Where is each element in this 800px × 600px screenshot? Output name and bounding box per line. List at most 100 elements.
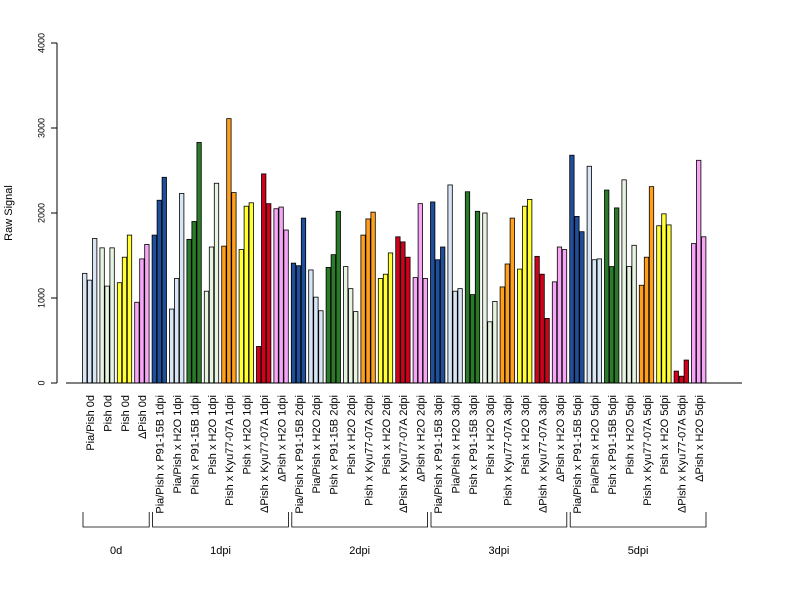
bar bbox=[405, 256, 411, 384]
bar bbox=[290, 262, 297, 384]
group-bracket bbox=[152, 512, 289, 528]
bar bbox=[377, 278, 384, 384]
bar bbox=[238, 249, 244, 384]
bar bbox=[457, 288, 463, 384]
bar bbox=[300, 217, 307, 384]
bar bbox=[499, 286, 505, 384]
bar bbox=[191, 221, 197, 384]
bar bbox=[631, 244, 637, 384]
bar bbox=[365, 218, 371, 384]
y-axis: 0 1000 2000 3000 4000 bbox=[36, 33, 58, 386]
bar bbox=[579, 231, 585, 384]
bar bbox=[417, 203, 423, 384]
bar bbox=[104, 285, 110, 384]
bar bbox=[701, 236, 707, 384]
group-bracket bbox=[82, 512, 150, 528]
bar bbox=[614, 207, 620, 384]
bar bbox=[574, 215, 580, 384]
bar bbox=[387, 252, 394, 384]
bar bbox=[196, 142, 202, 384]
bar bbox=[174, 278, 180, 384]
y-axis-label: Raw Signal bbox=[3, 185, 15, 241]
group-brackets: 0d 1dpi 2dpi 3dpi 5dpi bbox=[82, 512, 707, 557]
bar bbox=[213, 182, 220, 384]
bar bbox=[400, 241, 406, 384]
bar bbox=[638, 284, 645, 384]
bar bbox=[648, 186, 655, 384]
bar bbox=[231, 192, 237, 384]
bar bbox=[487, 321, 493, 384]
bar bbox=[92, 238, 98, 384]
x-tick-label: ΔPish 0d bbox=[137, 395, 149, 439]
bar bbox=[203, 290, 210, 384]
bar bbox=[504, 263, 510, 384]
x-tick-label: Pish x P91-15B 3dpi bbox=[468, 395, 480, 495]
bar bbox=[509, 217, 515, 384]
bar bbox=[308, 269, 314, 384]
bar bbox=[435, 259, 441, 384]
bar bbox=[440, 246, 446, 384]
bar bbox=[261, 173, 267, 384]
x-tick-labels: Pia/Pish 0d Pish 0d Pish 0d ΔPish 0d Pia/Pis… bbox=[85, 395, 706, 514]
bar bbox=[87, 279, 93, 384]
x-tick-label: Pia/Pish x H2O 5dpi bbox=[590, 395, 602, 493]
bar bbox=[551, 281, 558, 384]
x-tick-label: Pish x Kyu77-07A 2dpi bbox=[363, 395, 375, 506]
bar bbox=[126, 234, 133, 384]
bar bbox=[691, 243, 697, 384]
bar bbox=[609, 266, 615, 384]
bar bbox=[348, 288, 354, 384]
x-tick-label: Pish x P91-15B 2dpi bbox=[329, 395, 341, 495]
bar bbox=[109, 247, 115, 384]
x-tick-label: Pia/Pish x P91-15B 2dpi bbox=[294, 395, 306, 514]
bar bbox=[492, 300, 498, 384]
bar bbox=[99, 247, 105, 384]
bar bbox=[283, 229, 289, 384]
bar bbox=[134, 301, 140, 384]
x-tick-label: Pish 0d bbox=[102, 395, 114, 432]
bar bbox=[696, 159, 702, 384]
bar bbox=[353, 311, 359, 384]
x-tick-label: Pish x P91-15B 5dpi bbox=[607, 395, 619, 495]
bar bbox=[517, 268, 523, 384]
bar bbox=[452, 290, 458, 384]
x-tick-label: Pia/Pish x H2O 1dpi bbox=[172, 395, 184, 493]
group-bracket bbox=[430, 512, 568, 528]
x-tick-label: Pish x H2O 2dpi bbox=[381, 395, 393, 474]
bar bbox=[313, 296, 319, 384]
bar bbox=[656, 225, 662, 384]
bar bbox=[539, 273, 545, 384]
y-tick-label: 4000 bbox=[36, 33, 46, 53]
x-tick-label: Pish x Kyu77-07A 5dpi bbox=[642, 395, 654, 506]
group-label: 3dpi bbox=[489, 545, 510, 557]
bar bbox=[482, 212, 488, 384]
bar bbox=[273, 208, 279, 384]
bar bbox=[139, 258, 145, 384]
bar bbox=[116, 282, 123, 384]
bar bbox=[534, 255, 540, 384]
bar bbox=[522, 205, 528, 384]
x-tick-label: Pish x H2O 5dpi bbox=[659, 395, 671, 474]
bar bbox=[569, 154, 575, 384]
x-tick-label: Pish x H2O 1dpi bbox=[207, 395, 219, 474]
bar bbox=[661, 213, 667, 384]
bar bbox=[464, 191, 471, 384]
bar bbox=[673, 370, 679, 384]
bar bbox=[186, 238, 192, 384]
x-tick-label: ΔPish x Kyu77-07A 1dpi bbox=[259, 395, 271, 513]
x-tick-label: ΔPish x H2O 5dpi bbox=[694, 395, 706, 482]
bar bbox=[370, 211, 376, 384]
bar bbox=[544, 317, 550, 384]
bar bbox=[643, 256, 650, 384]
bar bbox=[318, 310, 324, 384]
bar bbox=[604, 189, 610, 384]
bar bbox=[121, 256, 128, 384]
bar bbox=[169, 308, 175, 384]
bar bbox=[335, 210, 341, 384]
bar bbox=[156, 199, 162, 384]
bar bbox=[248, 202, 254, 384]
x-tick-label: Pia/Pish x H2O 3dpi bbox=[450, 395, 462, 493]
bar bbox=[243, 205, 249, 384]
x-tick-label: Pish x Kyu77-07A 1dpi bbox=[224, 395, 236, 506]
bar bbox=[527, 198, 533, 384]
